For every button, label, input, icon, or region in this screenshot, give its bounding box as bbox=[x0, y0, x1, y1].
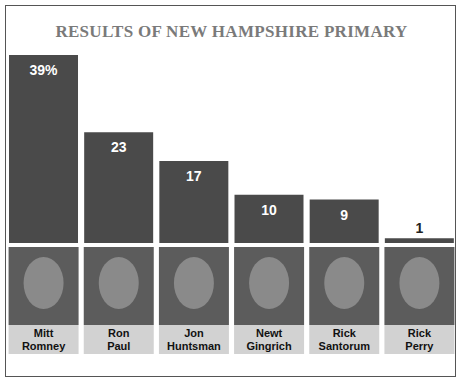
svg-text:Mitt: Mitt bbox=[34, 327, 54, 339]
svg-text:Santorum: Santorum bbox=[319, 340, 371, 352]
svg-text:17: 17 bbox=[186, 168, 202, 184]
svg-text:Romney: Romney bbox=[22, 340, 66, 352]
svg-text:10: 10 bbox=[261, 202, 277, 218]
html-text:RESULTS OF NEW HAMPSHIRE PRIMA: RESULTS OF NEW HAMPSHIRE PRIMARY bbox=[55, 22, 408, 41]
svg-text:Newt: Newt bbox=[256, 327, 283, 339]
svg-text:Rick: Rick bbox=[408, 327, 432, 339]
svg-text:9: 9 bbox=[340, 207, 348, 223]
svg-text:Perry: Perry bbox=[405, 340, 434, 352]
svg-text:Paul: Paul bbox=[107, 340, 130, 352]
svg-text:23: 23 bbox=[111, 139, 127, 155]
svg-text:Rick: Rick bbox=[333, 327, 357, 339]
svg-text:Huntsman: Huntsman bbox=[167, 340, 221, 352]
svg-text:Gingrich: Gingrich bbox=[246, 340, 292, 352]
svg-text:Ron: Ron bbox=[108, 327, 130, 339]
svg-text:1: 1 bbox=[415, 220, 423, 236]
svg-text:39%: 39% bbox=[29, 62, 58, 78]
svg-text:Jon: Jon bbox=[184, 327, 204, 339]
